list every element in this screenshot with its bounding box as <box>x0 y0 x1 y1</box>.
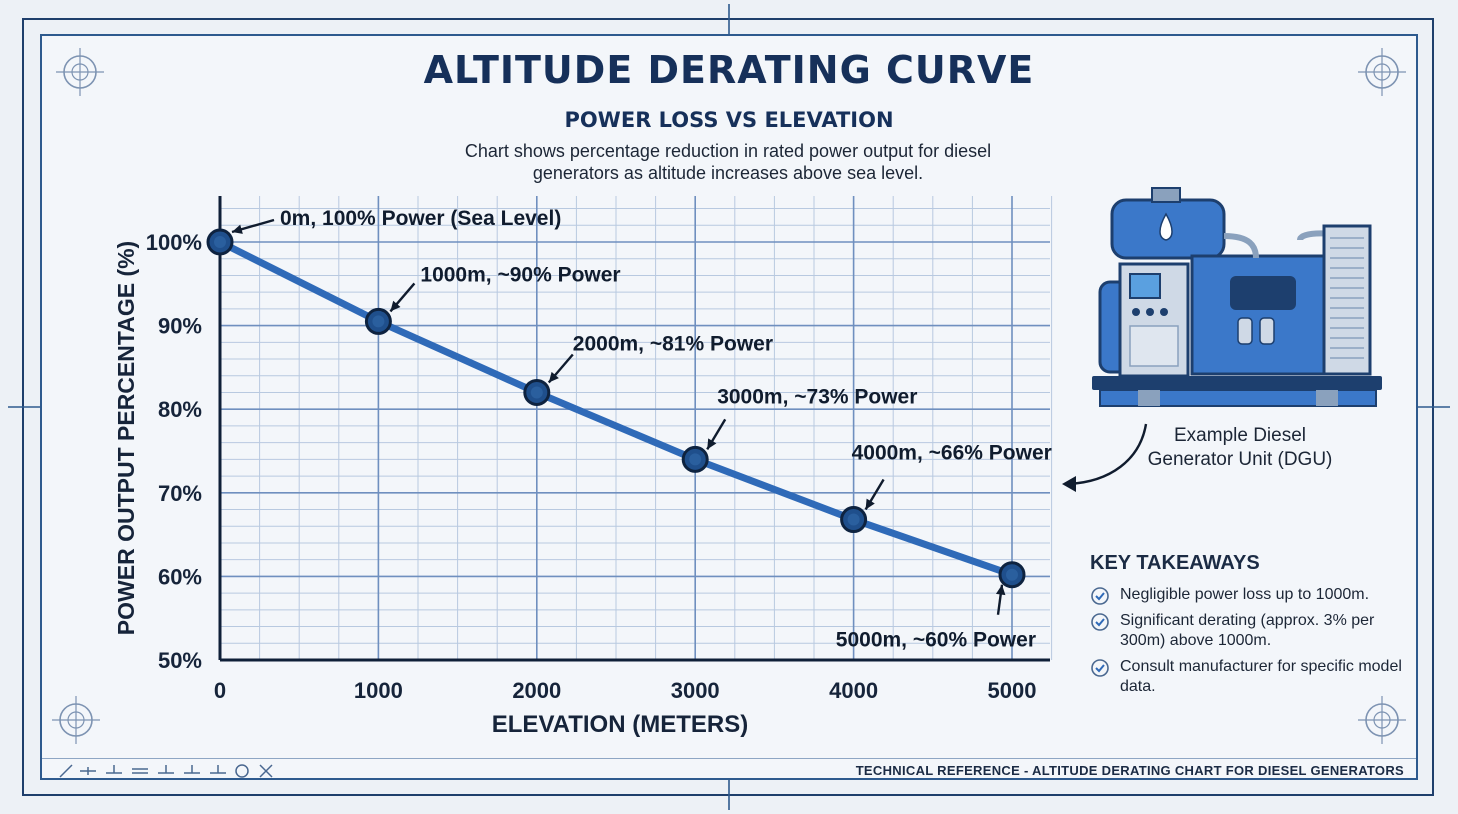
engine-filter <box>1259 317 1275 345</box>
y-tick-label: 80% <box>158 397 202 422</box>
fuel-cap <box>1151 187 1181 203</box>
annotation-arrowhead <box>995 584 1006 596</box>
data-point-core <box>530 386 543 399</box>
y-tick-label: 60% <box>158 564 202 589</box>
y-tick-label: 50% <box>158 648 202 673</box>
footer-text: TECHNICAL REFERENCE - ALTITUDE DERATING … <box>855 763 1404 778</box>
y-tick-label: 70% <box>158 481 202 506</box>
panel-vent <box>1129 325 1179 367</box>
page-title: ALTITUDE DERATING CURVE <box>423 48 1035 92</box>
generator-illustration <box>1092 187 1382 407</box>
generator-base <box>1092 376 1382 390</box>
generator-skid-foot <box>1316 390 1338 406</box>
x-tick-label: 3000 <box>671 678 720 703</box>
page-subtitle: POWER LOSS VS ELEVATION <box>564 108 894 132</box>
data-point-core <box>689 453 702 466</box>
chart-axes <box>218 196 1050 662</box>
annotation-arrowhead <box>865 498 875 510</box>
generator-skid-foot <box>1138 390 1160 406</box>
caption-arrow <box>1067 423 1148 486</box>
panel-knob <box>1132 308 1140 316</box>
x-axis-title: ELEVATION (METERS) <box>492 711 748 738</box>
panel-knob <box>1146 308 1154 316</box>
chart-series <box>206 228 1026 589</box>
point-annotation: 5000m, ~60% Power <box>836 629 1036 652</box>
generator-caption-line1: Example Diesel <box>1174 425 1306 446</box>
takeaway-text: Negligible power loss up to 1000m. <box>1120 586 1370 603</box>
check-circle-icon <box>1091 613 1109 631</box>
radiator <box>1322 224 1372 376</box>
takeaway-text: Significant derating (approx. 3% per 300… <box>1120 612 1375 649</box>
chart-description: Chart shows percentage reduction in rate… <box>464 141 992 183</box>
point-annotation: 0m, 100% Power (Sea Level) <box>280 207 561 230</box>
takeaways-heading: KEY TAKEAWAYS <box>1090 552 1260 574</box>
drafting-tools-icon <box>59 764 273 778</box>
point-annotation: 1000m, ~90% Power <box>420 263 620 286</box>
x-tick-label: 5000 <box>988 678 1037 703</box>
point-annotation: 4000m, ~66% Power <box>852 442 1052 465</box>
engine-block <box>1190 254 1326 376</box>
engine-filter <box>1237 317 1253 345</box>
chart-labels: 0 1000 2000 3000 4000 5000 50% 60% 70% 80% 90% 100%… <box>113 207 1148 738</box>
panel-knob <box>1160 308 1168 316</box>
takeaway-item: Consult manufacturer for specific model … <box>1090 657 1410 697</box>
fuel-drop-icon <box>1159 212 1173 241</box>
chart-grid <box>219 196 1053 661</box>
generator-skid <box>1099 389 1377 407</box>
data-point-core <box>847 513 860 526</box>
key-takeaways: KEY TAKEAWAYS Negligible power loss up t… <box>1090 552 1410 703</box>
annotation-arrowhead <box>548 371 559 383</box>
y-tick-label: 100% <box>146 230 202 255</box>
annotation-arrowhead <box>232 224 243 234</box>
generator-caption-line2: Generator Unit (DGU) <box>1147 449 1333 470</box>
x-tick-label: 2000 <box>512 678 561 703</box>
point-annotation: 3000m, ~73% Power <box>717 385 917 408</box>
annotation-arrowhead <box>707 438 717 450</box>
panel-screen <box>1129 273 1161 299</box>
data-point-core <box>214 236 226 248</box>
y-tick-label: 90% <box>158 314 202 339</box>
y-axis-title: POWER OUTPUT PERCENTAGE (%) <box>113 241 139 635</box>
engine-pipe <box>1223 233 1259 259</box>
data-point-core <box>1006 568 1018 581</box>
takeaway-item: Negligible power loss up to 1000m. <box>1090 585 1410 605</box>
x-tick-label: 1000 <box>354 678 403 703</box>
caption-arrowhead <box>1062 476 1076 492</box>
takeaway-item: Significant derating (approx. 3% per 300… <box>1090 611 1410 651</box>
x-tick-label: 0 <box>214 678 226 703</box>
engine-manifold <box>1230 276 1296 310</box>
x-tick-label: 4000 <box>829 678 878 703</box>
series-line <box>216 238 1016 579</box>
check-circle-icon <box>1091 587 1109 605</box>
blueprint-corner-marks <box>8 4 1450 810</box>
check-circle-icon <box>1091 659 1109 677</box>
annotation-arrowhead <box>390 300 401 312</box>
generator-caption: Example Diesel Generator Unit (DGU) <box>1120 424 1360 472</box>
data-point-core <box>372 315 385 328</box>
footer-bar: TECHNICAL REFERENCE - ALTITUDE DERATING … <box>42 758 1416 783</box>
takeaway-text: Consult manufacturer for specific model … <box>1120 658 1402 695</box>
point-annotation: 2000m, ~81% Power <box>573 332 773 355</box>
